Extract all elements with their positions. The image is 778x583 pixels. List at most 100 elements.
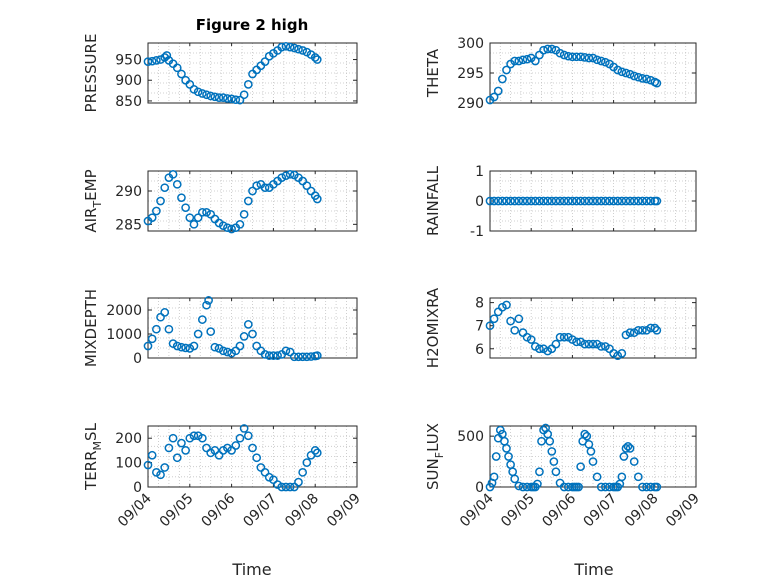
x-tick-label: 09/09: [663, 491, 703, 531]
data-point: [281, 482, 291, 492]
data-point: [231, 95, 241, 105]
data-point: [535, 344, 544, 354]
data-point: [633, 196, 643, 206]
data-point: [227, 446, 236, 455]
axes-box: [489, 425, 697, 488]
data-point: [256, 463, 266, 472]
data-point: [568, 196, 577, 206]
data-point: [489, 196, 499, 206]
data-point: [312, 448, 322, 458]
data-point: [181, 446, 190, 455]
x-tick-label: 09/06: [539, 490, 579, 530]
data-point: [555, 196, 565, 206]
data-point: [239, 424, 249, 433]
data-point: [584, 196, 594, 206]
data-point: [518, 196, 528, 206]
data-point: [533, 479, 542, 489]
y-tick-label: 100: [115, 456, 142, 472]
data-point: [281, 346, 291, 356]
data-point: [485, 321, 495, 331]
data-point: [535, 467, 544, 477]
data-point: [633, 325, 643, 335]
data-point: [152, 56, 161, 65]
data-point: [621, 444, 631, 453]
x-axis-label-right: Time: [573, 560, 613, 579]
data-point: [143, 460, 153, 470]
data-point: [650, 323, 660, 333]
data-point: [185, 80, 195, 89]
x-tick-label: 09/08: [622, 491, 662, 531]
data-point: [239, 209, 249, 219]
data-point: [543, 196, 553, 206]
data-point: [310, 53, 320, 62]
data-point: [162, 51, 172, 60]
data-point: [642, 74, 651, 84]
y-tick-label: 500: [457, 429, 484, 445]
data-point: [214, 450, 224, 460]
data-point: [489, 92, 499, 102]
data-point: [596, 56, 606, 66]
data-point: [539, 196, 548, 206]
data-point: [625, 328, 635, 337]
data-point: [248, 186, 257, 196]
y-tick-label: 950: [115, 53, 142, 69]
data-point: [514, 56, 524, 66]
data-point: [652, 196, 662, 206]
data-point: [514, 314, 524, 324]
data-point: [605, 196, 614, 206]
data-point: [298, 352, 308, 362]
data-point: [526, 196, 536, 206]
data-point: [547, 44, 557, 54]
data-point: [588, 196, 598, 206]
data-point: [206, 91, 216, 101]
data-point: [518, 55, 528, 65]
data-point: [619, 452, 629, 461]
data-point: [193, 87, 203, 97]
data-point: [652, 78, 662, 88]
data-point: [164, 324, 174, 334]
data-point: [235, 219, 245, 229]
data-point: [551, 196, 561, 206]
data-point: [243, 196, 253, 206]
panel-theta: 290 295 300 THETA: [424, 36, 697, 112]
data-point: [177, 342, 186, 352]
data-point: [638, 325, 647, 335]
data-point: [147, 213, 157, 223]
data-point: [646, 482, 656, 492]
data-point: [193, 213, 203, 223]
data-point: [206, 327, 216, 336]
axes-box: [489, 297, 697, 359]
data-point: [310, 446, 320, 455]
data-point: [273, 351, 282, 360]
y-tick-label: 290: [115, 184, 142, 200]
data-point: [623, 441, 633, 451]
data-point: [498, 196, 507, 206]
data-point: [642, 482, 651, 492]
data-point: [243, 320, 253, 329]
data-point: [160, 308, 170, 317]
x-tick-label: 09/06: [199, 490, 239, 530]
data-point: [588, 457, 598, 466]
data-point: [210, 342, 220, 352]
y-tick-label: 2000: [106, 303, 142, 319]
data-point: [181, 203, 190, 213]
data-point: [302, 458, 312, 467]
y-axis-label: SUNFLUX: [424, 423, 446, 490]
data-point: [547, 196, 557, 206]
data-point: [621, 68, 631, 78]
data-point: [248, 443, 257, 453]
data-point: [514, 196, 524, 206]
data-point: [147, 450, 157, 460]
data-point: [555, 48, 565, 58]
data-point: [489, 472, 499, 482]
data-point: [260, 350, 270, 359]
data-point: [160, 463, 170, 472]
data-point: [601, 482, 610, 492]
axes-box: [147, 170, 358, 232]
data-point: [210, 92, 220, 102]
y-tick-label: 7: [475, 319, 484, 335]
data-point: [633, 472, 643, 482]
y-tick-label: 295: [457, 66, 484, 82]
data-point: [260, 183, 270, 193]
data-point: [576, 196, 585, 206]
